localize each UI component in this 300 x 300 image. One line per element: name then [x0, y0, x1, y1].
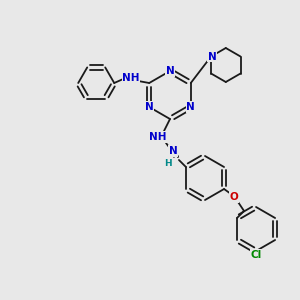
Text: N: N [169, 146, 177, 156]
Text: N: N [208, 52, 216, 61]
Text: NH: NH [149, 132, 167, 142]
Text: NH: NH [122, 73, 140, 83]
Text: N: N [186, 102, 195, 112]
Text: N: N [166, 66, 174, 76]
Text: N: N [145, 102, 154, 112]
Text: H: H [164, 160, 172, 169]
Text: O: O [230, 192, 239, 202]
Text: Cl: Cl [250, 250, 262, 260]
